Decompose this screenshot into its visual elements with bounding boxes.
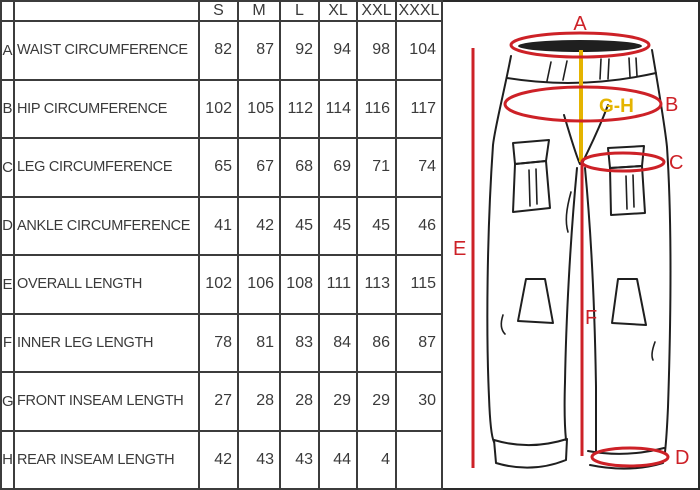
row-letter: H bbox=[0, 429, 15, 490]
size-header: S bbox=[198, 0, 239, 22]
size-header: M bbox=[237, 0, 281, 22]
measurement-label: REAR INSEAM LENGTH bbox=[13, 429, 200, 490]
value-cell: 82 bbox=[198, 20, 239, 81]
value-cell: 42 bbox=[237, 195, 281, 256]
label-c-leg: C bbox=[669, 152, 683, 174]
value-cell: 42 bbox=[198, 429, 239, 490]
value-cell: 67 bbox=[237, 137, 281, 198]
row-letter: D bbox=[0, 195, 15, 256]
measurement-label: ANKLE CIRCUMFERENCE bbox=[13, 195, 200, 256]
value-cell: 30 bbox=[395, 371, 443, 432]
label-b-hip: B bbox=[665, 94, 678, 116]
label-gh-inseam: G-H bbox=[599, 96, 634, 117]
label-f-inner-leg: F bbox=[585, 307, 597, 329]
value-cell: 102 bbox=[198, 78, 239, 139]
value-cell: 65 bbox=[198, 137, 239, 198]
value-cell: 29 bbox=[318, 371, 358, 432]
size-header: XL bbox=[318, 0, 358, 22]
value-cell: 45 bbox=[279, 195, 320, 256]
pants-measurement-diagram: A B C D E F G-H bbox=[443, 0, 700, 490]
measurement-label: WAIST CIRCUMFERENCE bbox=[13, 20, 200, 81]
value-cell: 44 bbox=[318, 429, 358, 490]
value-cell: 46 bbox=[395, 195, 443, 256]
label-d-ankle: D bbox=[675, 447, 689, 469]
row-letter: A bbox=[0, 20, 15, 81]
label-e-overall-length: E bbox=[453, 238, 466, 260]
value-cell: 28 bbox=[237, 371, 281, 432]
value-cell: 117 bbox=[395, 78, 443, 139]
value-cell: 43 bbox=[237, 429, 281, 490]
value-cell bbox=[395, 429, 443, 490]
size-header: XXXL bbox=[395, 0, 443, 22]
value-cell: 111 bbox=[318, 254, 358, 315]
value-cell: 41 bbox=[198, 195, 239, 256]
value-cell: 108 bbox=[279, 254, 320, 315]
value-cell: 27 bbox=[198, 371, 239, 432]
value-cell: 92 bbox=[279, 20, 320, 81]
value-cell: 69 bbox=[318, 137, 358, 198]
value-cell: 114 bbox=[318, 78, 358, 139]
waistband-top bbox=[518, 40, 642, 52]
size-header-row: S M L XL XXL XXXL bbox=[0, 0, 443, 22]
corner-cell bbox=[0, 0, 15, 22]
corner-cell bbox=[13, 0, 200, 22]
value-cell: 28 bbox=[279, 371, 320, 432]
table-row: F INNER LEG LENGTH 78 81 83 84 86 87 bbox=[0, 312, 443, 373]
row-letter: C bbox=[0, 137, 15, 198]
value-cell: 115 bbox=[395, 254, 443, 315]
table-row: G FRONT INSEAM LENGTH 27 28 28 29 29 30 bbox=[0, 371, 443, 432]
measurement-label: HIP CIRCUMFERENCE bbox=[13, 78, 200, 139]
table-row: D ANKLE CIRCUMFERENCE 41 42 45 45 45 46 bbox=[0, 195, 443, 256]
measurement-label: OVERALL LENGTH bbox=[13, 254, 200, 315]
value-cell: 83 bbox=[279, 312, 320, 373]
table-row: A WAIST CIRCUMFERENCE 82 87 92 94 98 104 bbox=[0, 20, 443, 81]
leg-ellipse bbox=[580, 151, 666, 173]
value-cell: 78 bbox=[198, 312, 239, 373]
value-cell: 86 bbox=[356, 312, 397, 373]
value-cell: 116 bbox=[356, 78, 397, 139]
measurement-label: LEG CIRCUMFERENCE bbox=[13, 137, 200, 198]
waist-ellipse bbox=[509, 31, 651, 59]
table-row: H REAR INSEAM LENGTH 42 43 43 44 4 bbox=[0, 429, 443, 490]
value-cell: 113 bbox=[356, 254, 397, 315]
size-header: L bbox=[279, 0, 320, 22]
value-cell: 71 bbox=[356, 137, 397, 198]
label-a-waist: A bbox=[573, 13, 587, 35]
value-cell: 29 bbox=[356, 371, 397, 432]
measurement-label: FRONT INSEAM LENGTH bbox=[13, 371, 200, 432]
pants-diagram-svg: A B C D E F G-H bbox=[453, 13, 689, 470]
value-cell: 87 bbox=[237, 20, 281, 81]
pants-outline bbox=[486, 40, 672, 470]
value-cell: 81 bbox=[237, 312, 281, 373]
value-cell: 74 bbox=[395, 137, 443, 198]
value-cell: 102 bbox=[198, 254, 239, 315]
value-cell: 45 bbox=[356, 195, 397, 256]
value-cell: 112 bbox=[279, 78, 320, 139]
value-cell: 84 bbox=[318, 312, 358, 373]
value-cell: 106 bbox=[237, 254, 281, 315]
value-cell: 98 bbox=[356, 20, 397, 81]
value-cell: 43 bbox=[279, 429, 320, 490]
value-cell: 68 bbox=[279, 137, 320, 198]
value-cell: 105 bbox=[237, 78, 281, 139]
row-letter: F bbox=[0, 312, 15, 373]
value-cell: 45 bbox=[318, 195, 358, 256]
table-row: C LEG CIRCUMFERENCE 65 67 68 69 71 74 bbox=[0, 137, 443, 198]
row-letter: B bbox=[0, 78, 15, 139]
row-letter: E bbox=[0, 254, 15, 315]
hip-ellipse bbox=[503, 85, 663, 123]
row-letter: G bbox=[0, 371, 15, 432]
table-row: E OVERALL LENGTH 102 106 108 111 113 115 bbox=[0, 254, 443, 315]
value-cell: 104 bbox=[395, 20, 443, 81]
measurement-label: INNER LEG LENGTH bbox=[13, 312, 200, 373]
ankle-ellipse bbox=[590, 446, 670, 468]
size-chart-table: S M L XL XXL XXXL A WAIST CIRCUMFERENCE … bbox=[0, 0, 443, 490]
value-cell: 87 bbox=[395, 312, 443, 373]
value-cell: 4 bbox=[356, 429, 397, 490]
size-header: XXL bbox=[356, 0, 397, 22]
table-row: B HIP CIRCUMFERENCE 102 105 112 114 116 … bbox=[0, 78, 443, 139]
value-cell: 94 bbox=[318, 20, 358, 81]
